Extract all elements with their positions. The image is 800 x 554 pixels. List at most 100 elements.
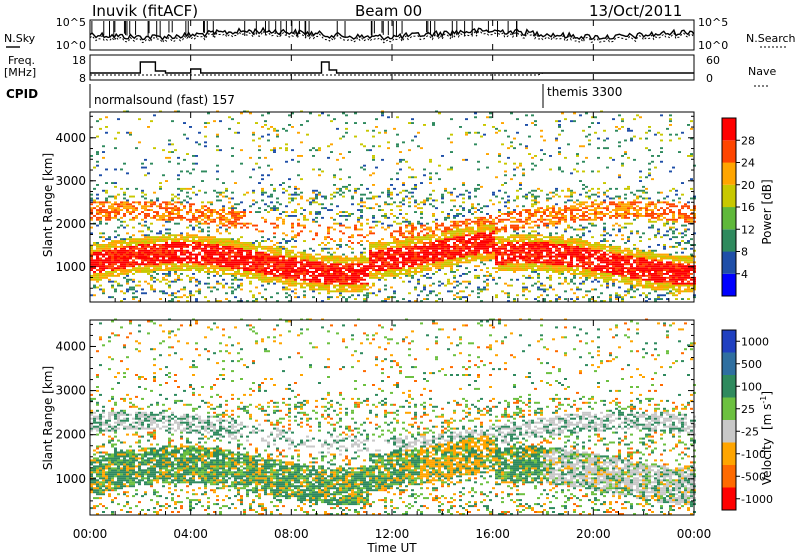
power-cell [165, 220, 168, 223]
power-cell [351, 269, 354, 271]
power-cell [207, 249, 210, 252]
power-cell [438, 251, 441, 254]
power-cell [486, 238, 489, 241]
power-cell [504, 249, 507, 252]
power-cell [207, 255, 210, 258]
power-cell [156, 218, 159, 221]
power-cell [504, 213, 507, 215]
power-cell [108, 267, 111, 270]
power-cell [288, 124, 291, 126]
power-cell [498, 247, 501, 250]
power-cell [525, 216, 528, 219]
power-cell [99, 207, 102, 210]
power-cell [549, 220, 552, 223]
power-cell [93, 259, 96, 262]
power-cell [147, 226, 150, 229]
power-cell [405, 240, 408, 242]
power-cell [201, 259, 204, 262]
power-cell [294, 276, 297, 279]
power-cell [381, 244, 384, 246]
power-cell [135, 244, 138, 246]
power-cell [480, 259, 483, 262]
power-cell [384, 284, 387, 287]
power-cell [345, 122, 348, 124]
power-cell [252, 296, 255, 299]
power-cell [282, 247, 285, 250]
power-cell [147, 255, 150, 258]
power-cell [240, 278, 243, 281]
power-cell [408, 224, 411, 227]
power-cell [444, 216, 447, 219]
power-cell [144, 255, 147, 258]
power-cell [150, 201, 153, 204]
power-cell [552, 245, 555, 248]
power-cell [546, 249, 549, 252]
power-cell [156, 197, 159, 200]
power-cell [525, 145, 528, 148]
power-cell [138, 242, 141, 244]
power-cell [387, 261, 390, 264]
power-cell [381, 238, 384, 241]
power-cell [339, 284, 342, 287]
power-cell [516, 278, 519, 281]
power-cell [183, 269, 186, 271]
power-cell [456, 230, 459, 233]
power-cell [366, 187, 369, 190]
power-cell [204, 261, 207, 264]
power-cell [558, 296, 561, 299]
power-cell [255, 261, 258, 264]
power-cell [321, 261, 324, 264]
power-cell [168, 211, 171, 213]
power-cell [498, 209, 501, 211]
power-cell [423, 242, 426, 244]
power-cell [282, 232, 285, 235]
power-cell [426, 249, 429, 252]
power-cell [519, 236, 522, 239]
power-cell [540, 215, 543, 217]
power-cell [318, 288, 321, 291]
power-cell [552, 224, 555, 227]
power-cell [222, 265, 225, 268]
power-cell [510, 265, 513, 268]
power-cell [168, 253, 171, 256]
power-cell [408, 176, 411, 179]
power-cell [405, 238, 408, 241]
power-cell [342, 286, 345, 289]
power-cell [141, 261, 144, 264]
power-cell [474, 257, 477, 260]
power-cell [339, 222, 342, 225]
power-cell [507, 296, 510, 299]
power-cell [528, 265, 531, 268]
power-cell [198, 222, 201, 225]
power-cell [528, 255, 531, 258]
power-cell [576, 199, 579, 202]
power-cell [540, 216, 543, 219]
power-cell [486, 288, 489, 291]
power-cell [165, 259, 168, 262]
cpid-segment-1: themis 3300 [547, 85, 622, 99]
power-cell [105, 238, 108, 241]
power-cell [405, 195, 408, 198]
power-cell [249, 261, 252, 264]
power-cell [438, 267, 441, 270]
power-cell [231, 155, 234, 157]
power-cell [102, 267, 105, 270]
power-cell [192, 242, 195, 244]
power-cell [336, 278, 339, 281]
power-cell [270, 265, 273, 268]
power-cell [189, 280, 192, 283]
power-cell [573, 242, 576, 244]
power-cell [129, 244, 132, 246]
power-cell [516, 267, 519, 270]
power-cell [432, 124, 435, 126]
power-cell [123, 207, 126, 210]
power-cell [498, 230, 501, 233]
power-cell [309, 263, 312, 266]
power-cell [225, 257, 228, 260]
nsky-label: N.Sky [4, 32, 36, 45]
power-cell [441, 230, 444, 233]
power-cell [201, 247, 204, 250]
power-cell [198, 292, 201, 295]
power-cell [183, 244, 186, 246]
power-cell [315, 267, 318, 270]
